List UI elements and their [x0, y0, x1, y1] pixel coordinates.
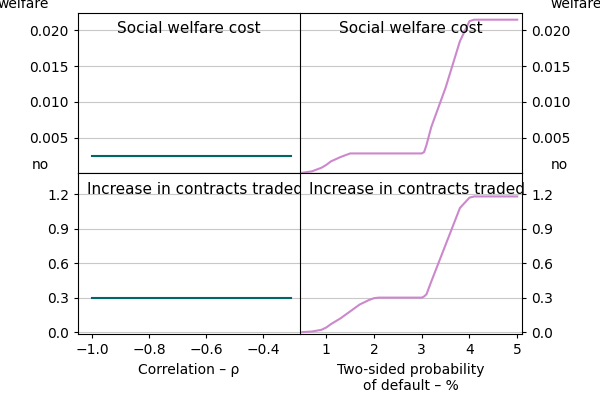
X-axis label: Two-sided probability
of default – %: Two-sided probability of default – % [337, 363, 485, 393]
Text: Increase in contracts traded: Increase in contracts traded [309, 181, 525, 196]
X-axis label: Correlation – ρ: Correlation – ρ [139, 363, 239, 377]
Text: Social welfare cost: Social welfare cost [117, 20, 261, 36]
Text: no: no [32, 158, 49, 172]
Text: Increase in contracts traded: Increase in contracts traded [87, 181, 303, 196]
Text: welfare: welfare [0, 0, 49, 11]
Text: no: no [551, 158, 568, 172]
Text: welfare: welfare [551, 0, 600, 11]
Text: Social welfare cost: Social welfare cost [339, 20, 483, 36]
